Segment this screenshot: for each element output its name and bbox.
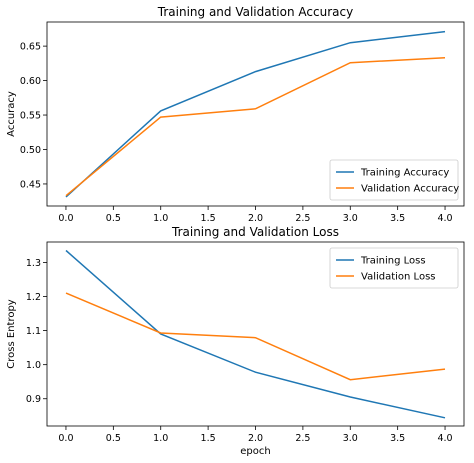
chart1-y-tick-label: 0.60 [20,76,41,87]
chart2-y-tick-label: 1.0 [26,360,41,371]
chart1-legend-label-2: Validation Accuracy [361,184,459,195]
chart2-legend-box [329,247,459,289]
chart2-y-axis-label: Cross Entropy [6,299,17,369]
chart2-x-tick-label: 0.0 [58,433,73,444]
chart2-y-tick-label: 1.1 [26,326,41,337]
chart2-x-axis-label: epoch [240,446,270,457]
chart2-x-tick-label: 3.0 [343,433,358,444]
chart1-x-tick-label: 2.0 [248,213,263,224]
chart2-x-tick-label: 2.0 [248,433,263,444]
chart1-legend-box [329,159,459,201]
chart2-plot-frame [46,241,465,427]
chart1-series-line-1 [65,30,446,198]
chart1-x-tick-label: 4.0 [437,213,452,224]
chart2-x-tick-label: 1.0 [153,433,168,444]
chart1-title: Training and Validation Accuracy [157,5,353,19]
chart1-x-tick-label: 1.5 [201,213,216,224]
chart2-y-tick-label: 1.2 [26,292,41,303]
chart1-series-line-2 [65,57,446,197]
chart1-x-tick-label: 0.5 [106,213,121,224]
chart1-x-tick-label: 1.0 [153,213,168,224]
chart2-legend-label-2: Validation Loss [361,272,436,283]
chart2-x-tick-label: 2.5 [295,433,310,444]
chart2-x-tick-label: 0.5 [106,433,121,444]
chart2-series-line-1 [65,249,446,419]
chart2-series-line-2 [65,292,446,381]
chart1-x-tick-label: 3.5 [390,213,405,224]
chart1-y-tick-label: 0.50 [20,145,41,156]
chart2-legend-label-1: Training Loss [360,256,426,267]
chart2-x-tick-label: 1.5 [201,433,216,444]
chart1-y-tick-label: 0.65 [20,42,41,53]
chart2-title: Training and Validation Loss [171,225,339,239]
chart1-y-tick-label: 0.45 [20,179,41,190]
chart2-x-tick-label: 4.0 [437,433,452,444]
chart1-legend-label-1: Training Accuracy [360,168,449,179]
chart1-x-tick-label: 0.0 [58,213,73,224]
chart1-y-tick-label: 0.55 [20,111,41,122]
chart2-y-tick-label: 1.3 [26,258,41,269]
chart2-x-tick-label: 3.5 [390,433,405,444]
chart1-x-tick-label: 2.5 [295,213,310,224]
chart1-x-tick-label: 3.0 [343,213,358,224]
chart1-plot-frame [46,21,465,207]
chart2-y-tick-label: 0.9 [26,394,41,405]
chart1-y-axis-label: Accuracy [6,91,17,137]
